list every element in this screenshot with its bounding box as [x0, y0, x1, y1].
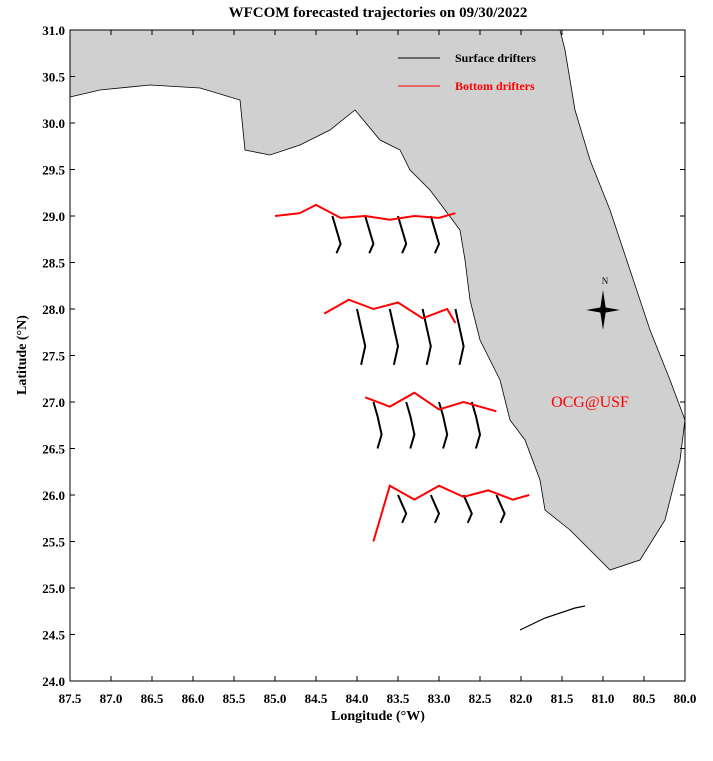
trajectory	[429, 494, 441, 524]
y-tick-label: 30.5	[42, 70, 65, 85]
trajectory	[462, 494, 473, 524]
y-tick-label: 24.0	[42, 674, 65, 689]
y-tick-label: 24.5	[42, 628, 65, 643]
legend-label: Surface drifters	[455, 51, 536, 65]
trajectory	[454, 308, 465, 366]
keys	[519, 605, 586, 631]
x-tick-label: 85.5	[223, 691, 246, 706]
y-tick-label: 25.0	[42, 581, 65, 596]
y-tick-label: 31.0	[42, 23, 65, 38]
y-tick-label: 27.0	[42, 395, 65, 410]
trajectory	[405, 401, 416, 449]
y-tick-label: 28.5	[42, 256, 65, 271]
trajectory	[397, 494, 408, 524]
compass-label: N	[602, 276, 609, 286]
trajectory	[364, 215, 375, 254]
y-axis-label: Latitude (°N)	[15, 315, 30, 395]
trajectory	[372, 484, 530, 542]
trajectory	[388, 308, 400, 366]
trajectory	[274, 203, 456, 221]
compass: N	[586, 276, 620, 330]
chart-title: WFCOM forecasted trajectories on 09/30/2…	[229, 5, 528, 21]
trajectory	[372, 401, 383, 449]
x-tick-label: 81.0	[592, 691, 615, 706]
y-tick-label: 30.0	[42, 116, 65, 131]
y-tick-label: 26.5	[42, 442, 65, 457]
x-tick-label: 84.0	[346, 691, 369, 706]
legend-label: Bottom drifters	[455, 79, 535, 93]
trajectory	[495, 494, 506, 524]
x-tick-label: 85.0	[264, 691, 287, 706]
land	[69, 29, 686, 571]
x-tick-label: 80.0	[674, 691, 697, 706]
trajectory	[429, 215, 441, 254]
x-tick-label: 87.5	[59, 691, 82, 706]
trajectory	[356, 308, 367, 366]
y-tick-label: 25.5	[42, 535, 65, 550]
x-tick-label: 86.5	[141, 691, 164, 706]
y-tick-label: 28.0	[42, 302, 65, 317]
y-tick-label: 27.5	[42, 349, 65, 364]
trajectory	[397, 215, 408, 254]
x-axis-label: Longitude (°W)	[331, 709, 425, 724]
y-tick-label: 29.0	[42, 209, 65, 224]
y-tick-label: 29.5	[42, 163, 65, 178]
x-tick-label: 82.0	[510, 691, 533, 706]
annotation: OCG@USF	[551, 394, 629, 411]
x-tick-label: 80.5	[633, 691, 656, 706]
x-tick-label: 87.0	[100, 691, 123, 706]
x-tick-label: 82.5	[469, 691, 492, 706]
trajectory	[323, 298, 457, 324]
x-tick-label: 83.0	[428, 691, 451, 706]
x-tick-label: 83.5	[387, 691, 410, 706]
trajectory	[331, 215, 342, 254]
trajectory	[470, 401, 482, 449]
x-tick-label: 84.5	[305, 691, 328, 706]
y-tick-label: 26.0	[42, 488, 65, 503]
x-tick-label: 81.5	[551, 691, 574, 706]
x-tick-label: 86.0	[182, 691, 205, 706]
trajectory	[364, 391, 497, 413]
